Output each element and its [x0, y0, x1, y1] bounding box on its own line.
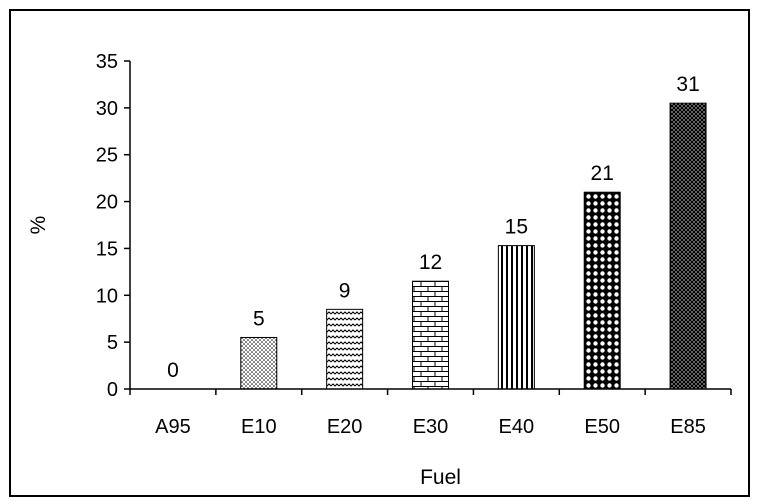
x-tick-label-e50: E50 — [584, 416, 620, 438]
y-tick-label: 15 — [96, 238, 118, 260]
data-label-e50: 21 — [591, 162, 614, 185]
data-label-e85: 31 — [676, 73, 699, 96]
bars — [240, 102, 707, 390]
y-axis-ticks: 0 5 10 15 20 25 30 35 — [96, 51, 130, 401]
x-tick-label-a95: A95 — [155, 416, 191, 438]
data-label-e40: 15 — [505, 216, 528, 239]
data-label-e30: 12 — [419, 251, 442, 274]
data-label-a95: 0 — [167, 359, 179, 382]
y-tick-label: 20 — [96, 192, 118, 214]
y-tick-label: 5 — [107, 332, 118, 354]
bar-e30 — [412, 280, 449, 390]
y-tick-label: 0 — [107, 379, 118, 401]
bar-e20 — [326, 308, 364, 390]
bar-e10 — [240, 336, 278, 390]
x-axis-title: Fuel — [420, 466, 461, 489]
x-axis-ticks: A95 E10 E20 E30 E40 E50 E85 — [129, 389, 732, 438]
data-labels: 0 5 9 12 15 21 31 — [167, 73, 700, 382]
y-tick-label: 35 — [96, 51, 118, 73]
x-tick-label-e20: E20 — [327, 416, 363, 438]
data-label-e20: 9 — [339, 279, 351, 302]
y-tick-label: 25 — [96, 145, 118, 167]
chart-frame: 0 5 10 15 20 25 30 35 0 5 9 12 15 21 31 A95 E10 E20 E30 E… — [9, 9, 750, 497]
y-tick-label: 30 — [96, 98, 118, 120]
bar-e50 — [583, 191, 621, 390]
y-tick-label: 10 — [96, 285, 118, 307]
bar-e40 — [497, 245, 535, 390]
x-tick-label-e40: E40 — [499, 416, 535, 438]
data-label-e10: 5 — [253, 307, 265, 330]
y-axis-title: % — [27, 216, 50, 235]
bar-e85 — [669, 102, 707, 390]
x-tick-label-e10: E10 — [241, 416, 277, 438]
x-tick-label-e85: E85 — [670, 416, 706, 438]
bar-chart: 0 5 10 15 20 25 30 35 0 5 9 12 15 21 31 A95 E10 E20 E30 E… — [27, 51, 732, 489]
x-tick-label-e30: E30 — [413, 416, 449, 438]
